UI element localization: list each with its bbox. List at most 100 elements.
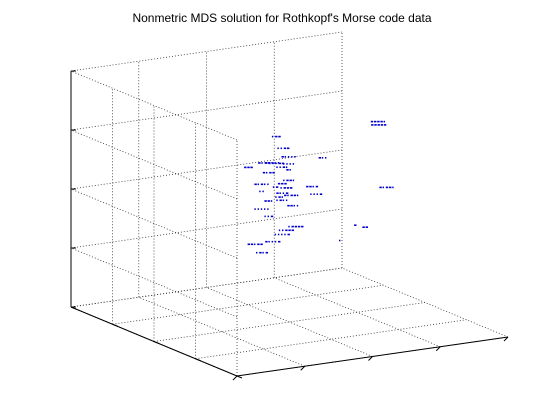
morse-dot [278,229,281,232]
morse-dot [280,187,282,189]
morse-dot [296,194,299,197]
morse-dash [247,243,250,246]
morse-dot [321,157,324,159]
morse-dot [296,204,299,207]
morse-dot [257,183,259,186]
morse-dash [278,240,281,243]
y-axis-tick [112,323,118,327]
morse-dot [281,233,283,236]
morse-dash [287,147,290,150]
morse-dot [267,208,269,210]
morse-dot [274,162,276,164]
morse-dash [258,162,261,164]
morse-dot [279,192,281,194]
data-point [259,190,264,193]
morse-dot [325,157,327,159]
morse-dash [271,162,274,164]
morse-dot [286,163,288,165]
data-point [274,233,290,236]
morse-dot [280,147,282,150]
morse-dot [383,120,385,123]
morse-dash [379,186,382,189]
morse-dot [272,186,275,188]
data-point [277,182,287,185]
morse-dot [270,200,273,202]
morse-dot [262,190,264,193]
morse-dot [287,194,289,197]
morse-dash [389,186,392,189]
morse-dot [254,208,256,210]
morse-dot [294,156,296,158]
data-point [288,225,304,228]
data-point [271,135,281,138]
morse-dash [269,171,272,174]
morse-dot [292,163,295,165]
morse-dot [274,233,277,236]
morse-dot [282,199,285,202]
morse-dot [264,208,266,210]
grid-line [195,319,467,360]
morse-dash [285,229,288,232]
morse-dot [259,190,261,193]
morse-dot [293,204,295,207]
data-point [281,156,296,158]
3d-axes [70,70,509,381]
morse-dash [285,192,289,194]
morse-dot [254,243,256,246]
morse-dot [312,185,314,188]
morse-dot [382,186,384,189]
data-point [272,186,279,188]
data-point [283,179,295,182]
morse-dot [261,162,263,164]
morse-dot [274,240,277,243]
morse-dash [250,166,253,169]
morse-dot [267,215,269,218]
morse-dot [266,171,268,174]
data-point [287,204,299,207]
morse-dash [265,240,268,243]
morse-dash [291,225,294,228]
morse-dash [377,124,380,126]
grid-line [70,90,343,131]
data-point [379,186,394,189]
morse-dash [283,147,287,150]
morse-dash [268,162,271,164]
morse-dash [289,179,292,182]
morse-dash [260,243,263,246]
morse-dot [292,179,295,182]
morse-dash [354,224,357,226]
data-point [310,193,323,195]
grid-line [153,302,426,342]
morse-dot [289,163,291,165]
morse-dash [279,199,282,202]
morse-dash [284,194,287,197]
morse-dash [281,162,285,165]
morse-dash [260,183,264,186]
morse-dash [281,156,284,158]
morse-dash [275,186,279,188]
morse-dash [365,226,368,228]
morse-dot [285,166,288,168]
data-point [247,243,263,246]
morse-dash [374,124,377,126]
morse-dot [275,196,277,198]
morse-dash [244,166,247,169]
morse-dot [267,183,269,186]
x-axis-tick [368,356,373,361]
morse-dash [284,182,287,185]
morse-dot [291,156,293,158]
morse-dash [377,120,380,123]
y-axis-tick [70,306,77,310]
data-point [370,120,385,123]
morse-dash [371,124,374,126]
morse-dash [362,226,365,228]
data-point [354,224,357,226]
morse-dot [288,225,290,228]
morse-dot [276,199,278,202]
grid-line [112,284,384,325]
morse-dot [287,156,290,158]
data-point [256,251,268,254]
data-point [371,124,387,126]
grid-line [70,267,343,308]
